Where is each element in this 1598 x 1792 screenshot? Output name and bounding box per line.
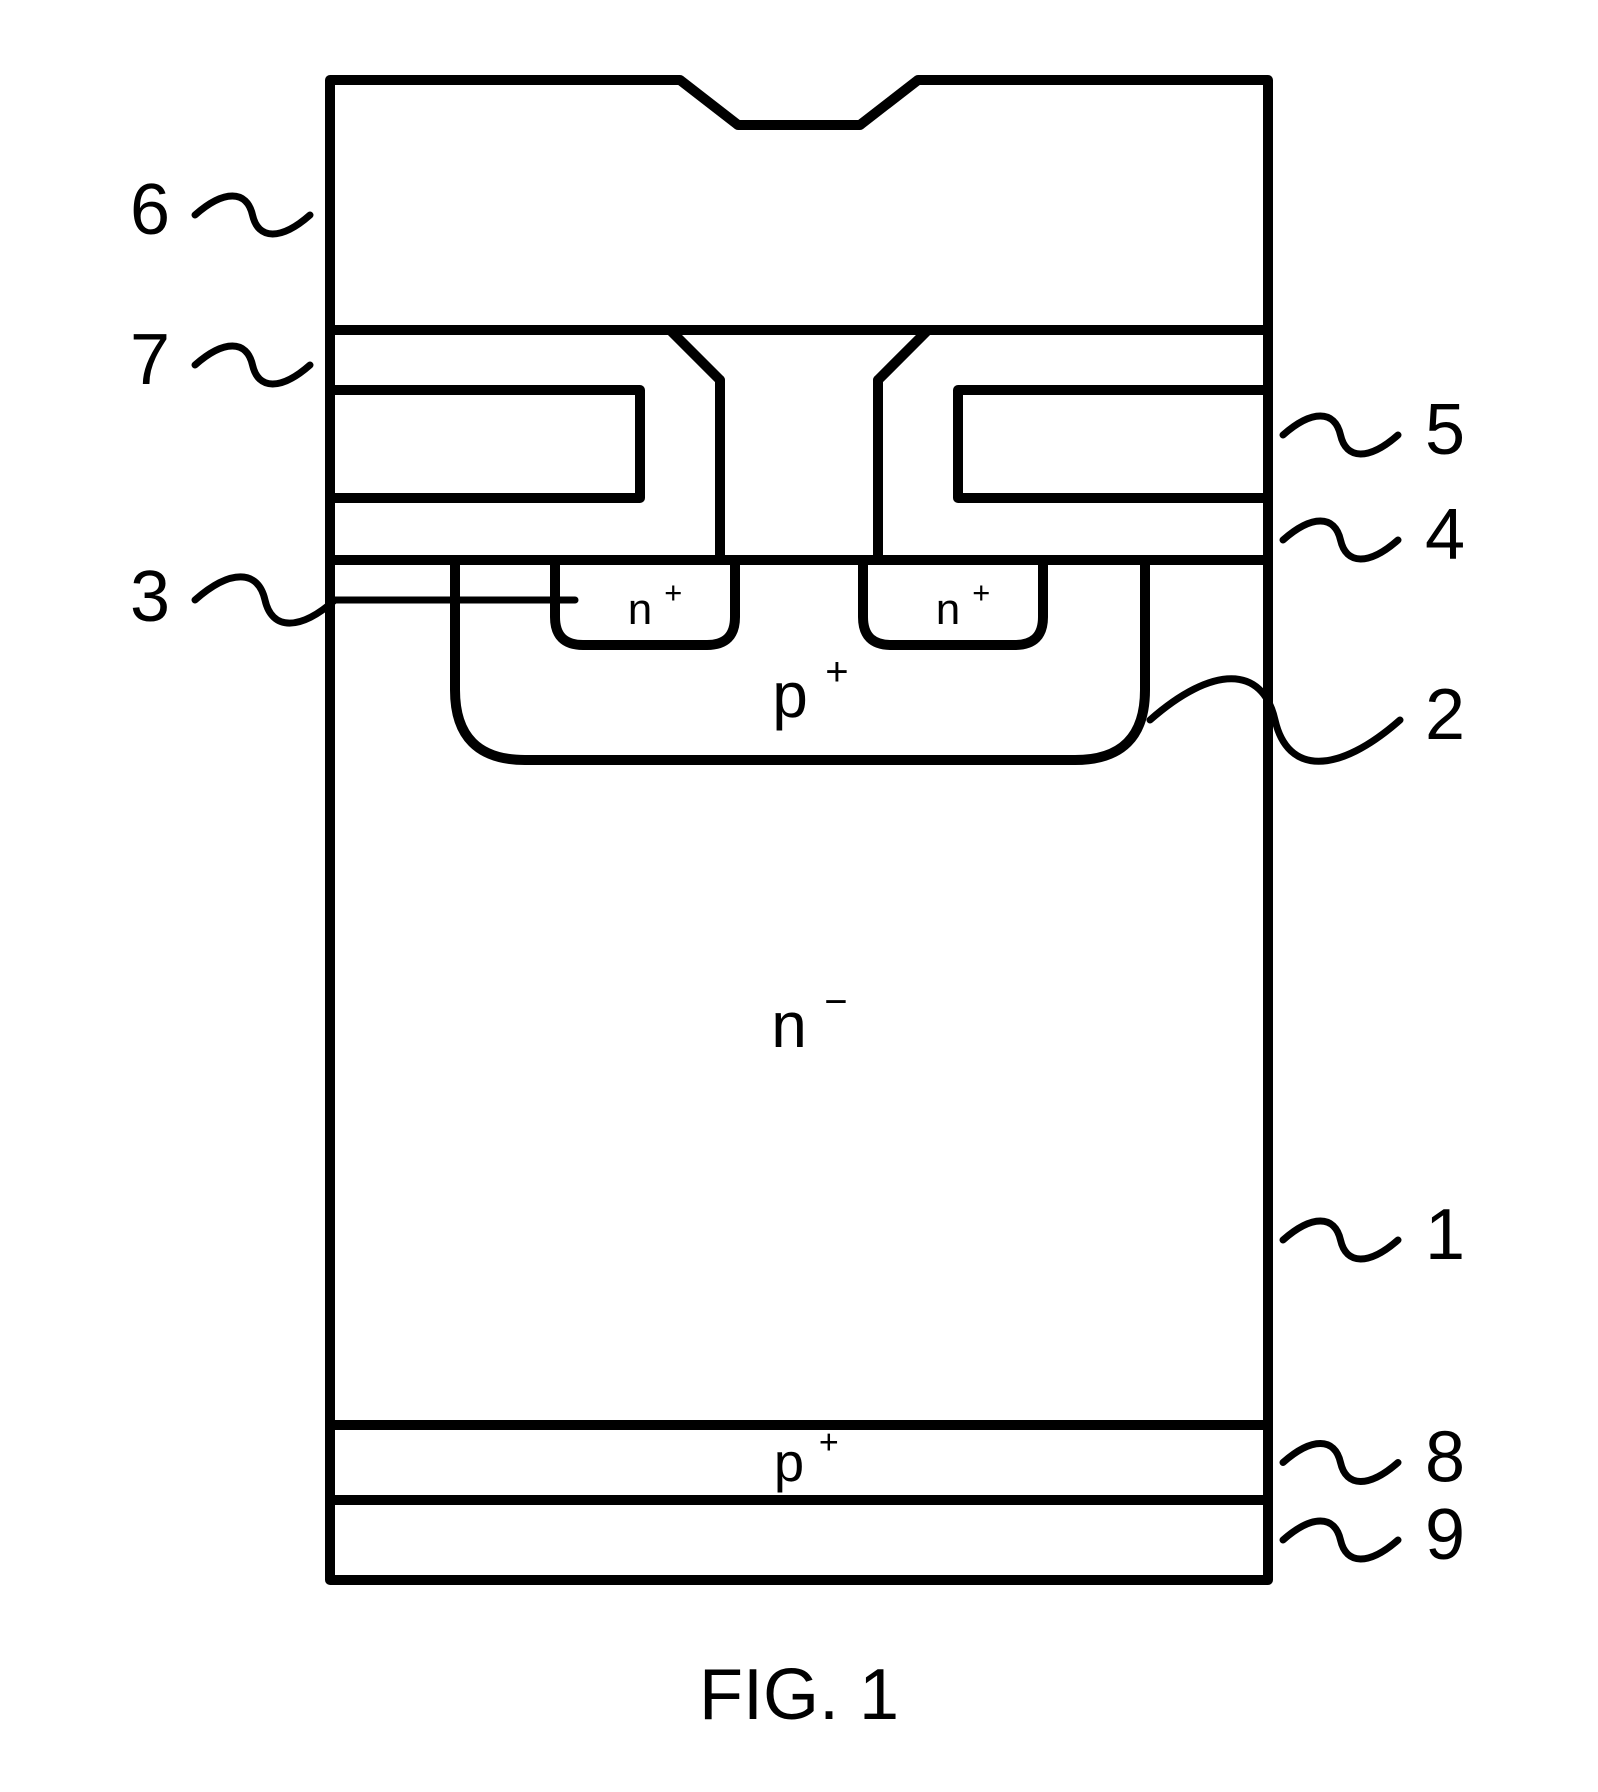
callout-6-connector bbox=[195, 196, 310, 234]
svg-text:+: + bbox=[819, 1424, 839, 1462]
figure-caption: FIG. 1 bbox=[699, 1655, 899, 1735]
callout-8-connector bbox=[1283, 1444, 1398, 1482]
callout-7: 7 bbox=[130, 320, 170, 400]
label-n-minus-drift: n− bbox=[771, 980, 847, 1061]
svg-text:p: p bbox=[774, 1432, 804, 1493]
svg-text:n: n bbox=[771, 989, 807, 1061]
label-n-plus-right: n+ bbox=[936, 575, 990, 634]
callout-1-connector bbox=[1283, 1221, 1398, 1259]
callout-5-connector bbox=[1283, 416, 1398, 454]
gate-left bbox=[330, 390, 640, 498]
label-n-plus-left: n+ bbox=[628, 575, 682, 634]
callout-4-connector bbox=[1283, 521, 1398, 559]
oxide-right-outline bbox=[878, 330, 1268, 560]
callout-3: 3 bbox=[130, 557, 170, 637]
callout-9-connector bbox=[1283, 1521, 1398, 1559]
svg-text:p: p bbox=[772, 659, 808, 731]
callout-1: 1 bbox=[1425, 1195, 1465, 1275]
svg-text:−: − bbox=[824, 980, 847, 1024]
label-p-plus-well: p+ bbox=[772, 650, 848, 731]
callout-2: 2 bbox=[1425, 675, 1465, 755]
svg-text:n: n bbox=[628, 585, 652, 634]
callout-2-connector bbox=[1150, 679, 1400, 762]
svg-text:+: + bbox=[972, 575, 990, 610]
oxide-left-outline bbox=[330, 330, 720, 560]
svg-text:+: + bbox=[664, 575, 682, 610]
callout-7-connector bbox=[195, 346, 310, 384]
callout-8: 8 bbox=[1425, 1418, 1465, 1498]
svg-text:n: n bbox=[936, 585, 960, 634]
gate-right bbox=[958, 390, 1268, 498]
label-p-plus-back: p+ bbox=[774, 1424, 839, 1493]
callout-5: 5 bbox=[1425, 390, 1465, 470]
source-metal-stem bbox=[720, 380, 878, 560]
callout-4: 4 bbox=[1425, 495, 1465, 575]
callout-9: 9 bbox=[1425, 1495, 1465, 1575]
callout-3-connector bbox=[195, 577, 335, 623]
device-outline bbox=[330, 80, 1268, 1580]
svg-text:+: + bbox=[825, 650, 848, 694]
callout-6: 6 bbox=[130, 170, 170, 250]
